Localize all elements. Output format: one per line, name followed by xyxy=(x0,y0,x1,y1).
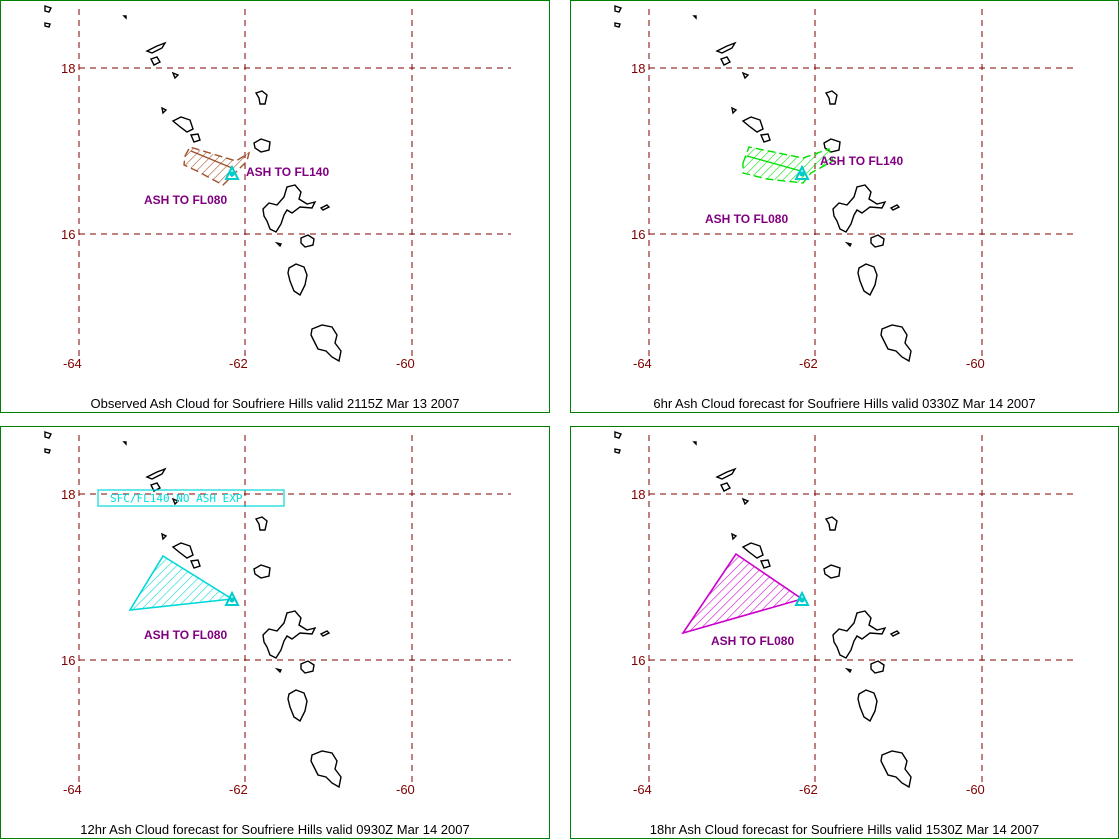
ash-cloud-polygon xyxy=(183,146,251,186)
map-canvas: 18 16 -64 -62 -60 SFC/FL140 NO ASH EXP xyxy=(44,431,511,797)
map-canvas: 18 16 -64 -62 -60 ASH TO FL140 AS xyxy=(44,5,511,371)
ash-label-fl140: ASH TO FL140 xyxy=(246,165,329,179)
lon-tick-64: -64 xyxy=(63,782,82,797)
lon-tick-62: -62 xyxy=(799,356,818,371)
lat-tick-18: 18 xyxy=(631,61,645,76)
panel-caption: 6hr Ash Cloud forecast for Soufriere Hil… xyxy=(653,396,1036,411)
lon-tick-60: -60 xyxy=(396,356,415,371)
ash-cloud-polygon xyxy=(128,554,235,611)
lon-tick-60: -60 xyxy=(966,782,985,797)
lon-tick-64: -64 xyxy=(63,356,82,371)
no-ash-label: SFC/FL140 NO ASH EXP xyxy=(110,492,243,505)
panel-caption: Observed Ash Cloud for Soufriere Hills v… xyxy=(90,396,460,411)
grid-lines xyxy=(78,435,511,785)
grid-lines xyxy=(648,435,1077,785)
lon-tick-64: -64 xyxy=(633,782,652,797)
volcano-icon xyxy=(794,590,810,606)
lon-tick-62: -62 xyxy=(229,782,248,797)
map-canvas: 18 16 -64 -62 -60 ASH TO FL080 xyxy=(614,431,1077,797)
lat-tick-16: 16 xyxy=(61,653,75,668)
lat-tick-16: 16 xyxy=(631,653,645,668)
ash-label-fl140: ASH TO FL140 xyxy=(820,154,903,168)
map-panel-12hr: 18 16 -64 -62 -60 SFC/FL140 NO ASH EXP xyxy=(0,426,550,839)
grid-lines xyxy=(648,9,1077,359)
panel-caption: 12hr Ash Cloud forecast for Soufriere Hi… xyxy=(80,822,470,837)
ash-cloud-polygon xyxy=(742,146,834,184)
grid-lines xyxy=(78,9,511,359)
lat-tick-18: 18 xyxy=(631,487,645,502)
lon-tick-62: -62 xyxy=(799,782,818,797)
map-canvas: 18 16 -64 -62 -60 ASH TO FL140 ASH TO FL… xyxy=(614,5,1077,371)
ash-label-fl080: ASH TO FL080 xyxy=(144,628,227,642)
ash-label-fl080: ASH TO FL080 xyxy=(705,212,788,226)
lon-tick-60: -60 xyxy=(396,782,415,797)
coastlines xyxy=(614,5,912,363)
map-panel-6hr: 18 16 -64 -62 -60 ASH TO FL140 ASH TO FL… xyxy=(570,0,1119,413)
volcano-icon xyxy=(224,590,240,606)
lon-tick-60: -60 xyxy=(966,356,985,371)
panel-caption: 18hr Ash Cloud forecast for Soufriere Hi… xyxy=(649,822,1040,837)
coastlines xyxy=(44,431,342,789)
coastlines xyxy=(44,5,342,363)
ash-label-fl080: ASH TO FL080 xyxy=(711,634,794,648)
ash-label-fl080: ASH TO FL080 xyxy=(144,193,227,207)
lat-tick-16: 16 xyxy=(61,227,75,242)
coastlines xyxy=(614,431,912,789)
lon-tick-62: -62 xyxy=(229,356,248,371)
lat-tick-18: 18 xyxy=(61,487,75,502)
lat-tick-16: 16 xyxy=(631,227,645,242)
lat-tick-18: 18 xyxy=(61,61,75,76)
map-panel-observed: 18 16 -64 -62 -60 ASH TO FL140 AS xyxy=(0,0,550,413)
map-panel-18hr: 18 16 -64 -62 -60 ASH TO FL080 18hr Ash … xyxy=(570,426,1119,839)
no-ash-box: SFC/FL140 NO ASH EXP xyxy=(97,489,285,507)
ash-cloud-polygon xyxy=(681,552,804,635)
lon-tick-64: -64 xyxy=(633,356,652,371)
volcano-icon xyxy=(794,164,810,180)
volcano-icon xyxy=(224,164,240,180)
